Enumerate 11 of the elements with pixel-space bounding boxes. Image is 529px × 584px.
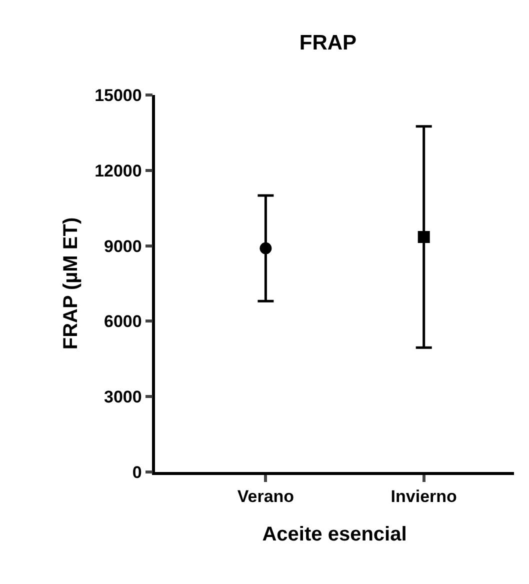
x-axis-title: Aceite esencial (262, 524, 407, 546)
y-tick-label: 15000 (94, 86, 142, 105)
y-tick-label: 6000 (104, 312, 142, 332)
y-tick-label: 3000 (104, 388, 142, 407)
x-tick-label: Invierno (390, 487, 457, 506)
chart-title: FRAP (299, 32, 357, 55)
y-axis-title: FRAP (µM ET) (60, 217, 82, 350)
y-tick-label: 12000 (94, 161, 142, 180)
y-tick-label: 9000 (104, 236, 142, 256)
x-tick-label: Verano (237, 487, 294, 506)
y-tick-label: 0 (132, 462, 142, 482)
